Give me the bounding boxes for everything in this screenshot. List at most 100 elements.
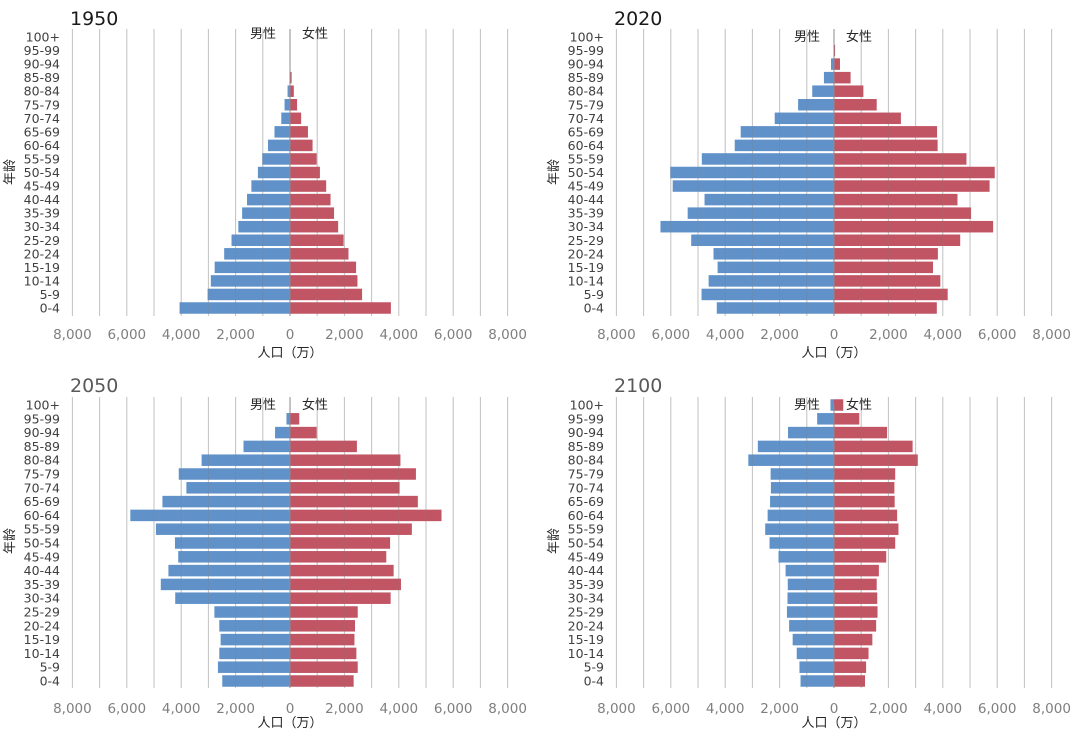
age-group-label: 0-4 bbox=[584, 674, 604, 689]
age-group-label: 5-9 bbox=[40, 287, 60, 302]
female-bar-85-89 bbox=[834, 71, 851, 84]
age-group-label: 80-84 bbox=[568, 84, 604, 99]
age-group-label: 100+ bbox=[570, 398, 604, 413]
age-group-label: 90-94 bbox=[568, 425, 604, 440]
male-bar-55-59 bbox=[701, 153, 834, 165]
age-group-label: 25-29 bbox=[568, 605, 604, 620]
female-bar-40-44 bbox=[834, 564, 879, 577]
male-bar-25-29 bbox=[231, 234, 290, 246]
age-group-label: 40-44 bbox=[568, 192, 604, 207]
female-bar-5-9 bbox=[290, 661, 358, 673]
male-bar-10-14 bbox=[708, 275, 834, 287]
female-bar-30-34 bbox=[834, 592, 878, 604]
age-group-label: 85-89 bbox=[24, 439, 60, 454]
x-tick-label: 6,000 bbox=[978, 701, 1017, 717]
x-tick-label: 0 bbox=[286, 327, 295, 343]
male-bar-90-94 bbox=[275, 426, 290, 439]
male-bar-90-94 bbox=[831, 58, 834, 70]
female-bar-50-54 bbox=[290, 537, 391, 549]
legend-male-label: 男性 bbox=[794, 30, 820, 45]
female-bar-50-54 bbox=[834, 166, 995, 179]
male-bar-30-34 bbox=[238, 220, 290, 233]
female-bar-65-69 bbox=[834, 126, 938, 138]
age-group-label: 20-24 bbox=[24, 618, 60, 633]
age-group-label: 50-54 bbox=[24, 536, 60, 551]
age-group-label: 10-14 bbox=[568, 646, 604, 661]
male-bar-45-49 bbox=[251, 180, 290, 192]
female-bar-0-4 bbox=[834, 675, 866, 687]
age-group-label: 80-84 bbox=[568, 453, 604, 468]
male-bar-75-79 bbox=[284, 99, 290, 111]
x-tick-label: 2,000 bbox=[216, 327, 255, 343]
x-axis-title: 人口（万） bbox=[801, 346, 866, 361]
female-bar-80-84 bbox=[834, 454, 918, 466]
male-bar-50-54 bbox=[174, 537, 290, 549]
male-bar-0-4 bbox=[800, 675, 834, 687]
age-group-label: 45-49 bbox=[24, 179, 60, 194]
male-bar-35-39 bbox=[242, 207, 290, 219]
male-bar-15-19 bbox=[717, 261, 834, 274]
female-bar-85-89 bbox=[290, 71, 292, 84]
age-group-label: 15-19 bbox=[24, 260, 60, 275]
female-bar-0-4 bbox=[290, 675, 354, 687]
male-bar-65-69 bbox=[740, 126, 834, 138]
y-axis-title: 年龄 bbox=[3, 159, 18, 185]
female-bar-35-39 bbox=[834, 207, 972, 219]
age-group-label: 35-39 bbox=[568, 577, 604, 592]
male-bar-70-74 bbox=[186, 482, 290, 494]
age-group-label: 55-59 bbox=[568, 522, 604, 537]
y-axis-title: 年龄 bbox=[547, 528, 562, 554]
female-bar-95-99 bbox=[290, 413, 300, 425]
age-group-label: 50-54 bbox=[24, 165, 60, 180]
male-bar-25-29 bbox=[214, 606, 290, 618]
female-bar-25-29 bbox=[290, 606, 358, 618]
x-tick-label: 2,000 bbox=[760, 701, 799, 717]
age-group-label: 60-64 bbox=[24, 508, 60, 523]
age-group-label: 30-34 bbox=[24, 219, 60, 234]
age-group-label: 65-69 bbox=[24, 124, 60, 139]
male-bar-45-49 bbox=[778, 551, 834, 563]
female-bar-70-74 bbox=[290, 112, 302, 125]
age-group-label: 20-24 bbox=[24, 246, 60, 261]
male-bar-30-34 bbox=[660, 220, 834, 233]
x-tick-label: 4,000 bbox=[379, 327, 418, 343]
male-bar-80-84 bbox=[201, 454, 290, 466]
male-bar-40-44 bbox=[247, 193, 290, 206]
age-group-label: 25-29 bbox=[24, 605, 60, 620]
female-bar-20-24 bbox=[290, 620, 356, 632]
age-group-label: 10-14 bbox=[568, 273, 604, 288]
age-group-label: 85-89 bbox=[568, 70, 604, 85]
female-bar-55-59 bbox=[834, 523, 899, 535]
male-bar-60-64 bbox=[267, 139, 290, 152]
male-bar-45-49 bbox=[178, 551, 290, 563]
gridlines bbox=[71, 29, 509, 316]
age-group-label: 20-24 bbox=[568, 246, 604, 261]
female-bar-35-39 bbox=[290, 578, 401, 591]
age-group-label: 45-49 bbox=[24, 549, 60, 564]
chart-title: 2050 bbox=[70, 375, 118, 397]
x-tick-label: 6,000 bbox=[651, 327, 690, 343]
male-bar-5-9 bbox=[207, 288, 290, 301]
gridlines-overlay bbox=[615, 397, 1053, 688]
age-group-label: 25-29 bbox=[568, 233, 604, 248]
male-bar-40-44 bbox=[785, 564, 834, 577]
female-bar-60-64 bbox=[834, 509, 898, 522]
female-bar-5-9 bbox=[290, 288, 363, 301]
male-bar-40-44 bbox=[168, 564, 290, 577]
x-tick-label: 6,000 bbox=[107, 701, 146, 717]
female-bar-5-9 bbox=[834, 288, 948, 301]
male-bar-50-54 bbox=[670, 166, 834, 179]
female-bar-75-79 bbox=[834, 468, 896, 480]
age-group-label: 0-4 bbox=[40, 301, 60, 316]
x-tick-label: 4,000 bbox=[162, 327, 201, 343]
female-bar-65-69 bbox=[290, 126, 308, 138]
legend-female-label: 女性 bbox=[846, 397, 872, 413]
y-axis-title: 年龄 bbox=[547, 159, 562, 185]
female-bar-70-74 bbox=[290, 482, 400, 494]
x-tick-label: 0 bbox=[830, 327, 839, 343]
male-bar-40-44 bbox=[704, 193, 834, 206]
male-bar-70-74 bbox=[770, 482, 834, 494]
male-bar-45-49 bbox=[672, 180, 834, 192]
age-group-label: 40-44 bbox=[568, 563, 604, 578]
legend-female-label: 女性 bbox=[302, 26, 328, 42]
